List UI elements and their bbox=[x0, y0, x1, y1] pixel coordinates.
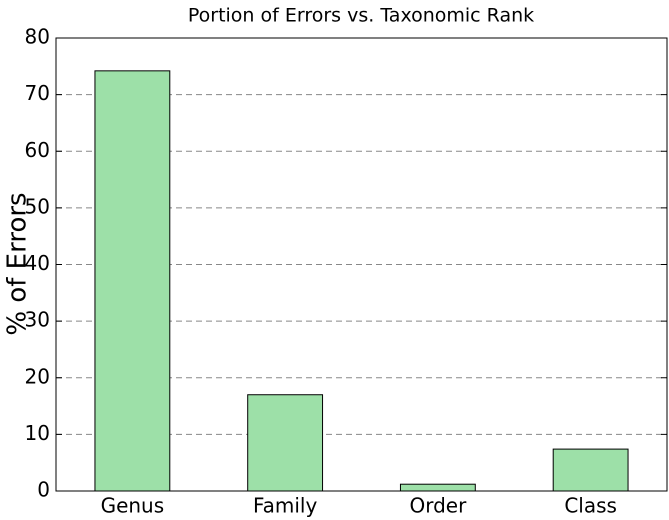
y-tick-label: 50 bbox=[25, 194, 50, 218]
x-tick-label: Class bbox=[564, 494, 617, 518]
bar bbox=[399, 483, 476, 492]
bar bbox=[247, 394, 324, 492]
chart-title: Portion of Errors vs. Taxonomic Rank bbox=[188, 5, 534, 27]
y-tick-label: 40 bbox=[25, 251, 50, 275]
y-tick-label: 20 bbox=[25, 364, 50, 388]
x-tick-label: Genus bbox=[101, 494, 165, 518]
bar bbox=[94, 70, 171, 492]
y-tick-label: 60 bbox=[25, 138, 50, 162]
plot-frame bbox=[55, 37, 668, 492]
x-tick-label: Order bbox=[409, 494, 467, 518]
y-axis-label: % of Errors bbox=[3, 192, 33, 335]
x-tick-label: Family bbox=[253, 494, 318, 518]
y-tick-label: 10 bbox=[25, 421, 50, 445]
y-tick-label: 70 bbox=[25, 81, 50, 105]
y-tick-label: 80 bbox=[25, 25, 50, 49]
y-tick-label: 30 bbox=[25, 308, 50, 332]
y-tick-label: 0 bbox=[37, 478, 50, 502]
bar bbox=[552, 448, 629, 492]
